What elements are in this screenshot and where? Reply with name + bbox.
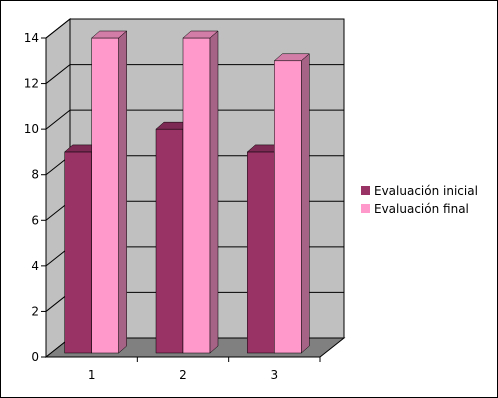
bar-side (118, 30, 127, 354)
bar (91, 37, 119, 354)
legend-swatch (361, 204, 370, 213)
x-tick-label: 3 (271, 368, 279, 382)
legend-swatch (361, 186, 370, 195)
bar (182, 37, 211, 354)
bar (155, 128, 184, 354)
y-tick-label: 2 (31, 304, 39, 318)
gridline (45, 64, 344, 84)
bar (274, 60, 302, 354)
y-tick-label: 12 (24, 77, 39, 91)
y-tick-label: 6 (31, 213, 39, 227)
bar-side (209, 30, 219, 354)
bar (247, 151, 275, 354)
x-tick-label: 1 (88, 368, 96, 382)
bar (64, 151, 92, 354)
y-tick-label: 10 (24, 122, 39, 136)
x-tick-label: 2 (179, 368, 187, 382)
y-tick-label: 4 (31, 259, 39, 273)
legend-label: Evaluación inicial (374, 184, 478, 198)
gridline (45, 109, 344, 130)
y-tick-label: 14 (24, 31, 39, 45)
bar-side (301, 53, 310, 354)
y-tick-label: 8 (31, 168, 39, 182)
legend-label: Evaluación final (374, 202, 469, 216)
gridline (45, 18, 344, 39)
y-tick-label: 0 (31, 350, 39, 364)
